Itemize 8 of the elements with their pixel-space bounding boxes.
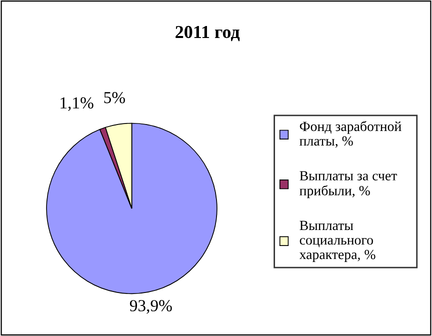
pie-slice xyxy=(46,122,218,294)
legend-label: Выплаты социального характера, % xyxy=(299,220,376,262)
data-label: 1,1% xyxy=(60,97,94,111)
legend-label: Фонд заработной платы, % xyxy=(300,121,402,148)
chart-title: 2011 год xyxy=(176,26,240,42)
data-label: 5% xyxy=(104,92,125,104)
data-label: 93,9% xyxy=(130,300,172,314)
legend-label: Выплаты за счет прибыли, % xyxy=(300,171,397,198)
